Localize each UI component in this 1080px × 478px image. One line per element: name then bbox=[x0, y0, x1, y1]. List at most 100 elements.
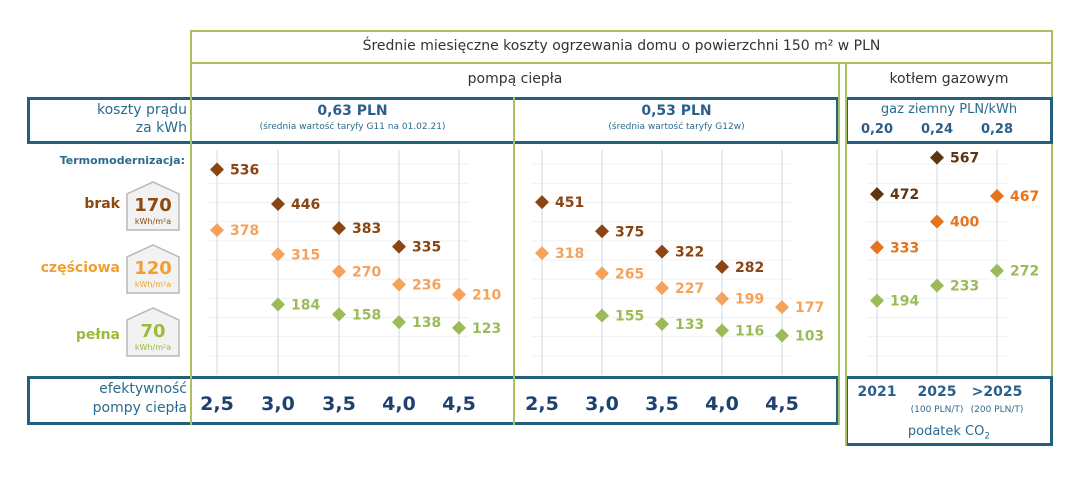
house-value: 170 bbox=[134, 195, 172, 216]
data-label: 227 bbox=[675, 281, 704, 297]
data-point-pełna bbox=[271, 297, 285, 312]
data-label: 333 bbox=[890, 240, 919, 256]
tariff-price: 0,53 PLN bbox=[641, 103, 712, 119]
x-tick-label: 2025 bbox=[917, 384, 957, 400]
house-icon-pelna: 70 kWh/m²a bbox=[125, 306, 181, 358]
data-label: 335 bbox=[412, 240, 441, 256]
data-label: 155 bbox=[615, 309, 644, 325]
gas-price-028: 0,28 bbox=[980, 122, 1014, 137]
data-label: 210 bbox=[472, 288, 501, 304]
x-tick-label: 2,5 bbox=[200, 393, 234, 415]
data-point-pełna bbox=[332, 307, 346, 322]
x-tick-label: 2,5 bbox=[525, 393, 559, 415]
separator bbox=[838, 62, 840, 425]
data-label: 400 bbox=[950, 215, 979, 231]
efficiency-label-2: pompy ciepła bbox=[92, 400, 187, 416]
data-point-pełna bbox=[930, 278, 944, 293]
house-unit: kWh/m²a bbox=[134, 343, 172, 352]
data-label: 536 bbox=[230, 163, 259, 179]
data-point-częściowa bbox=[332, 264, 346, 279]
co2-tax-note: (200 PLN/T) bbox=[970, 405, 1024, 415]
data-label: 265 bbox=[615, 266, 644, 282]
electricity-label-1: koszty prądu bbox=[96, 102, 187, 118]
tariff-g12w: 0,53 PLN (średnia wartość taryfy G12w) bbox=[515, 103, 838, 132]
house-unit: kWh/m²a bbox=[134, 217, 172, 226]
house-icon-czesciowa: 120 kWh/m²a bbox=[125, 243, 181, 295]
gas-price-024: 0,24 bbox=[920, 122, 954, 137]
x-tick-label: 3,5 bbox=[322, 393, 356, 415]
data-point-brak bbox=[332, 221, 346, 236]
x-tick-label: >2025 bbox=[971, 384, 1023, 400]
data-label: 451 bbox=[555, 195, 584, 211]
data-point-brak bbox=[271, 197, 285, 212]
data-point-brak bbox=[595, 224, 609, 239]
x-tick-label: 2021 bbox=[857, 384, 897, 400]
tariff-price: 0,63 PLN bbox=[317, 103, 388, 119]
data-label: 138 bbox=[412, 315, 441, 331]
heat-pump-header: pompą ciepła bbox=[467, 71, 563, 87]
chart-title: Średnie miesięczne koszty ogrzewania dom… bbox=[362, 38, 881, 54]
data-point-częściowa bbox=[870, 240, 884, 255]
x-tick-label: 3,0 bbox=[585, 393, 619, 415]
data-label: 378 bbox=[230, 223, 259, 239]
data-label: 177 bbox=[795, 300, 824, 316]
co2-row bbox=[845, 376, 1053, 446]
gas-price-label: gaz ziemny PLN/kWh bbox=[880, 102, 1018, 117]
data-label: 282 bbox=[735, 260, 764, 276]
data-label: 236 bbox=[412, 278, 441, 294]
level-brak-label: brak bbox=[84, 196, 120, 212]
separator bbox=[513, 97, 515, 425]
electricity-cost-row bbox=[27, 97, 839, 144]
thermo-label: Termomodernizacja: bbox=[59, 154, 185, 167]
data-label: 272 bbox=[1010, 264, 1039, 280]
data-point-pełna bbox=[595, 308, 609, 323]
house-value: 70 bbox=[140, 321, 166, 342]
data-point-brak bbox=[870, 187, 884, 202]
x-tick-label: 4,5 bbox=[442, 393, 476, 415]
gas-price-020: 0,20 bbox=[860, 122, 894, 137]
data-point-częściowa bbox=[595, 266, 609, 281]
data-label: 375 bbox=[615, 224, 644, 240]
data-point-częściowa bbox=[271, 247, 285, 262]
data-point-brak bbox=[930, 150, 944, 165]
x-tick-label: 4,0 bbox=[382, 393, 416, 415]
data-label: 194 bbox=[890, 294, 919, 310]
co2-label: podatek CO2 bbox=[845, 424, 1053, 442]
data-point-brak bbox=[392, 239, 406, 254]
data-point-częściowa bbox=[210, 223, 224, 238]
x-tick-label: 4,0 bbox=[705, 393, 739, 415]
data-point-brak bbox=[715, 259, 729, 274]
x-tick-label: 4,5 bbox=[765, 393, 799, 415]
data-point-częściowa bbox=[775, 300, 789, 315]
data-point-pełna bbox=[990, 263, 1004, 278]
data-label: 116 bbox=[735, 324, 764, 340]
data-point-pełna bbox=[775, 328, 789, 343]
data-point-częściowa bbox=[392, 277, 406, 292]
co2-subscript: 2 bbox=[984, 431, 991, 442]
data-point-częściowa bbox=[452, 287, 466, 302]
tariff-note: (średnia wartość taryfy G11 na 01.02.21) bbox=[259, 122, 446, 132]
data-point-częściowa bbox=[715, 291, 729, 306]
data-label: 184 bbox=[291, 297, 320, 313]
level-pelna-label: pełna bbox=[75, 327, 120, 343]
data-label: 472 bbox=[890, 187, 919, 203]
data-point-częściowa bbox=[930, 214, 944, 229]
data-label: 158 bbox=[352, 307, 381, 323]
data-label: 233 bbox=[950, 279, 979, 295]
data-label: 446 bbox=[291, 197, 320, 213]
data-point-pełna bbox=[392, 315, 406, 330]
data-label: 315 bbox=[291, 247, 320, 263]
data-point-brak bbox=[210, 162, 224, 177]
co2-tax-note: (100 PLN/T) bbox=[910, 405, 964, 415]
data-point-częściowa bbox=[990, 188, 1004, 203]
data-label: 467 bbox=[1010, 189, 1039, 205]
data-point-częściowa bbox=[535, 246, 549, 261]
data-point-częściowa bbox=[655, 280, 669, 295]
separator bbox=[845, 62, 847, 446]
data-point-brak bbox=[655, 244, 669, 259]
data-point-pełna bbox=[870, 293, 884, 308]
house-value: 120 bbox=[134, 258, 172, 279]
tariff-g11: 0,63 PLN (średnia wartość taryfy G11 na … bbox=[192, 103, 513, 132]
efficiency-label-1: efektywność bbox=[99, 381, 187, 397]
